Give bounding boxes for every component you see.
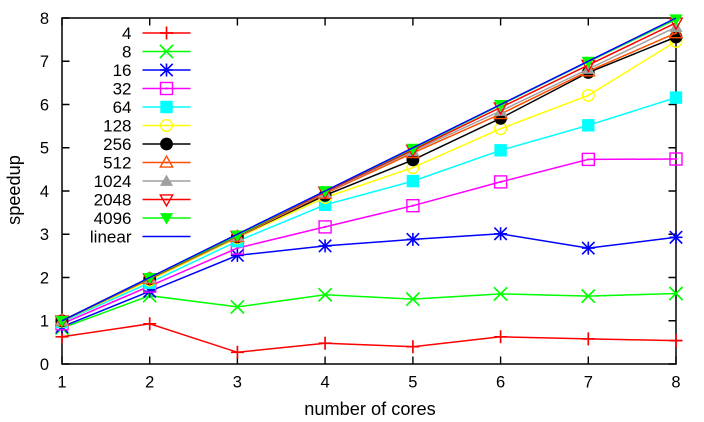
svg-text:512: 512	[103, 153, 131, 172]
svg-text:16: 16	[113, 61, 132, 80]
svg-text:5: 5	[40, 140, 49, 158]
svg-text:8: 8	[122, 42, 131, 61]
svg-text:256: 256	[103, 135, 131, 154]
svg-text:3: 3	[40, 226, 49, 244]
svg-text:2048: 2048	[94, 190, 132, 209]
svg-text:1: 1	[57, 374, 66, 392]
svg-text:speedup: speedup	[4, 155, 24, 225]
svg-text:8: 8	[671, 374, 680, 392]
svg-text:number of cores: number of cores	[304, 399, 435, 419]
svg-text:5: 5	[408, 374, 417, 392]
svg-text:4096: 4096	[94, 209, 132, 228]
svg-text:4: 4	[40, 183, 49, 201]
svg-text:128: 128	[103, 116, 131, 135]
svg-text:64: 64	[113, 98, 132, 117]
svg-text:6: 6	[496, 374, 505, 392]
svg-text:2: 2	[40, 269, 49, 287]
svg-text:0: 0	[40, 356, 49, 374]
svg-text:32: 32	[113, 79, 132, 98]
svg-text:4: 4	[122, 24, 131, 43]
svg-text:3: 3	[233, 374, 242, 392]
svg-text:6: 6	[40, 96, 49, 114]
svg-text:1: 1	[40, 313, 49, 331]
svg-text:8: 8	[40, 10, 49, 28]
svg-text:2: 2	[145, 374, 154, 392]
svg-text:7: 7	[40, 53, 49, 71]
svg-text:linear: linear	[90, 227, 132, 246]
svg-text:1024: 1024	[94, 172, 132, 191]
svg-text:4: 4	[321, 374, 330, 392]
svg-text:7: 7	[584, 374, 593, 392]
